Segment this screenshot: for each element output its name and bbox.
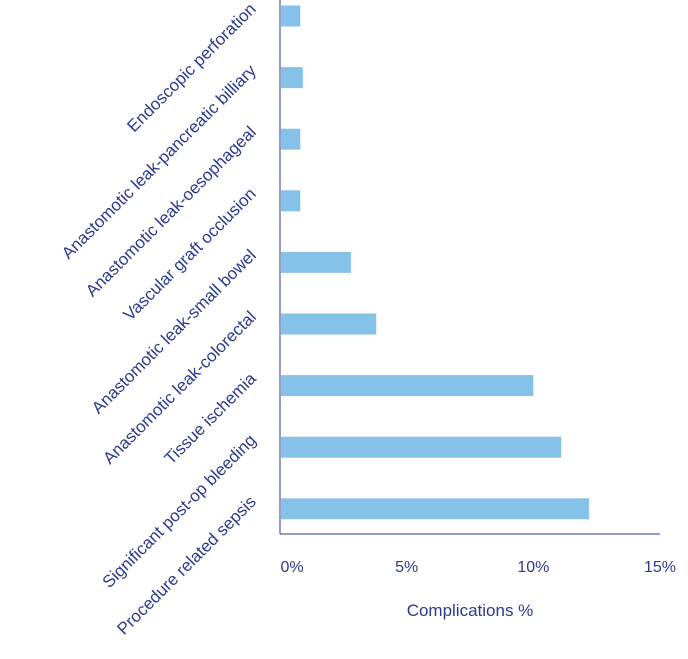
bar-7 <box>281 375 534 397</box>
bar-5 <box>281 251 351 273</box>
x-tick-label: 15% <box>644 559 676 576</box>
bar-8 <box>281 436 562 458</box>
x-tick-label: 0% <box>280 559 303 576</box>
bars-group <box>281 5 590 520</box>
x-tick-label: 10% <box>517 559 549 576</box>
bar-3 <box>281 128 301 150</box>
x-axis-title: Complications % <box>407 601 534 620</box>
bar-1 <box>281 5 301 27</box>
bar-6 <box>281 313 377 335</box>
bar-9 <box>281 498 590 520</box>
bar-2 <box>281 67 303 89</box>
x-tick-labels-group: 0% 5% 10% 15% <box>280 559 676 576</box>
bar-4 <box>281 190 301 212</box>
x-tick-label: 5% <box>395 559 418 576</box>
